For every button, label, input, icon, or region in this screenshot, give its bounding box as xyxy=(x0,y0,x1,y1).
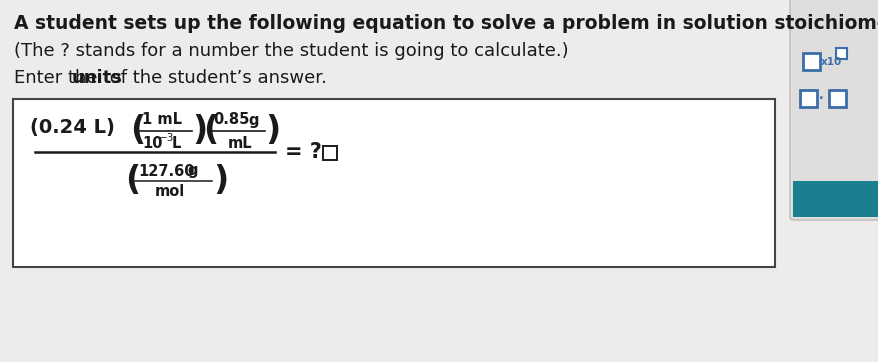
Text: 1 mL: 1 mL xyxy=(142,113,182,127)
Text: (: ( xyxy=(130,114,145,147)
FancyBboxPatch shape xyxy=(789,0,878,220)
Text: = ?: = ? xyxy=(284,142,321,162)
Text: (The ? stands for a number the student is going to calculate.): (The ? stands for a number the student i… xyxy=(14,42,568,60)
Text: (: ( xyxy=(125,164,140,197)
Text: 127.60: 127.60 xyxy=(138,164,194,178)
Bar xyxy=(799,90,816,107)
Text: ·: · xyxy=(817,89,824,109)
Text: L: L xyxy=(172,135,181,151)
Text: mol: mol xyxy=(155,185,185,199)
Text: of the student’s answer.: of the student’s answer. xyxy=(104,69,327,87)
Text: units: units xyxy=(72,69,123,87)
Text: g: g xyxy=(248,113,258,127)
Bar xyxy=(322,146,336,160)
Text: g: g xyxy=(187,164,198,178)
Text: 0.85: 0.85 xyxy=(212,113,249,127)
Text: 10: 10 xyxy=(142,135,162,151)
Text: ): ) xyxy=(212,164,228,197)
Text: A student sets up the following equation to solve a problem in solution stoichio: A student sets up the following equation… xyxy=(14,14,878,33)
Bar xyxy=(835,48,846,59)
FancyBboxPatch shape xyxy=(792,181,878,217)
Text: Enter the: Enter the xyxy=(14,69,103,87)
Bar xyxy=(802,53,819,70)
Text: (0.24 L): (0.24 L) xyxy=(30,118,115,136)
Bar xyxy=(828,90,845,107)
FancyBboxPatch shape xyxy=(13,99,774,267)
Text: −3: −3 xyxy=(159,133,174,143)
Text: x10: x10 xyxy=(820,57,841,67)
Text: ): ) xyxy=(191,114,207,147)
Text: ): ) xyxy=(264,114,280,147)
Text: mL: mL xyxy=(227,135,252,151)
Text: (: ( xyxy=(203,114,218,147)
